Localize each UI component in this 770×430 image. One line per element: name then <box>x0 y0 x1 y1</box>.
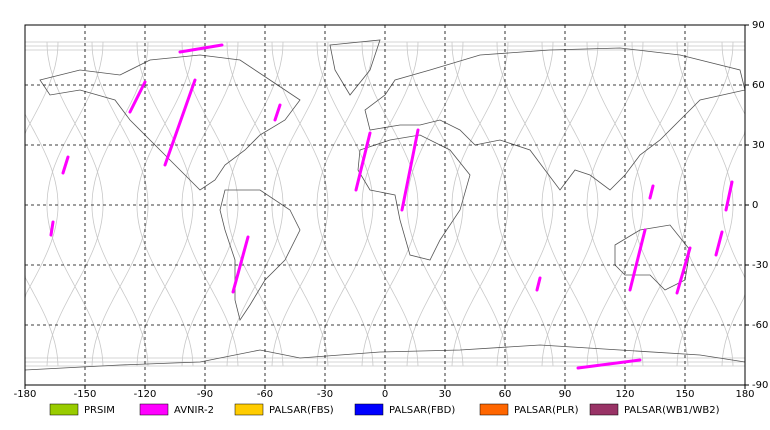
x-tick-label: 90 <box>559 389 572 400</box>
africa <box>357 134 471 261</box>
legend-swatch <box>479 403 509 416</box>
orbit-curve <box>451 41 509 367</box>
x-tick-label: -60 <box>257 389 273 400</box>
plot-frame <box>24 24 746 386</box>
x-tick-label: -180 <box>14 389 37 400</box>
x-tick-label: 30 <box>439 389 452 400</box>
y-tick-label: 60 <box>752 80 765 91</box>
swath <box>128 80 147 114</box>
orbit-curve <box>226 41 284 367</box>
orbit-curve <box>541 41 599 367</box>
x-tick-label: -30 <box>317 389 333 400</box>
legend-label: PALSAR(FBD) <box>389 405 455 416</box>
orbit-curve <box>181 41 239 367</box>
orbit-curve <box>271 41 329 367</box>
orbit-curve <box>361 41 419 367</box>
x-tick-label: -90 <box>197 389 213 400</box>
orbit-curve <box>361 41 419 367</box>
north-america <box>39 54 301 191</box>
x-tick-label: 60 <box>499 389 512 400</box>
legend-swatch <box>589 403 619 416</box>
swath <box>714 230 724 257</box>
orbit-curve <box>631 41 689 367</box>
legend-label: PRSIM <box>84 405 115 416</box>
orbit-curve <box>631 41 689 367</box>
legend: PRSIM AVNIR-2 PALSAR(FBS) PALSAR(FBD) PALSAR… <box>49 403 720 416</box>
swath <box>61 155 70 175</box>
y-tick-label: 30 <box>752 140 765 151</box>
swath <box>400 128 420 212</box>
x-tick-label: 180 <box>735 389 754 400</box>
south-america <box>219 189 301 321</box>
y-tick-label: -30 <box>752 260 768 271</box>
swaths <box>49 43 734 370</box>
orbit-curve <box>136 41 194 367</box>
swath <box>231 235 250 294</box>
legend-label: PALSAR(WB1/WB2) <box>624 405 720 416</box>
orbit-curve <box>586 41 644 367</box>
swath <box>576 358 642 370</box>
y-tick-label: -90 <box>752 380 768 391</box>
coastlines <box>24 39 746 371</box>
orbit-curve <box>46 41 104 367</box>
swath <box>535 276 542 292</box>
orbit-curve <box>586 41 644 367</box>
orbit-curve <box>451 41 509 367</box>
swath <box>273 103 282 122</box>
orbit-curve <box>91 41 149 367</box>
x-tick-label: 0 <box>382 389 388 400</box>
y-tick-label: 90 <box>752 20 765 31</box>
orbit-curve <box>496 41 554 367</box>
orbit-curve <box>406 41 464 367</box>
legend-swatch <box>139 403 169 416</box>
swath <box>178 43 224 54</box>
orbit-curve <box>91 41 149 367</box>
x-tick-label: -150 <box>74 389 97 400</box>
swath <box>163 78 197 167</box>
orbit-curve <box>181 41 239 367</box>
legend-label: PALSAR(PLR) <box>514 405 579 416</box>
x-tick-label: 150 <box>675 389 694 400</box>
orbit-curve <box>406 41 464 367</box>
orbit-curve <box>496 41 554 367</box>
x-tick-label: -120 <box>134 389 157 400</box>
greenland <box>329 39 381 96</box>
eurasia <box>364 47 746 191</box>
orbit-curve <box>271 41 329 367</box>
orbit-curve <box>226 41 284 367</box>
swath <box>724 180 734 212</box>
y-tick-label: -60 <box>752 320 768 331</box>
antarctica <box>24 344 746 371</box>
swath <box>675 246 692 295</box>
orbit-curve <box>541 41 599 367</box>
legend-label: PALSAR(FBS) <box>269 405 334 416</box>
swath <box>628 228 647 292</box>
x-tick-label: 120 <box>615 389 634 400</box>
orbit-curve <box>676 41 734 367</box>
orbit-curve <box>316 41 374 367</box>
legend-label: AVNIR-2 <box>174 405 214 416</box>
swath <box>354 131 372 192</box>
legend-swatch <box>354 403 384 416</box>
orbit-curve <box>46 41 104 367</box>
y-tick-label: 0 <box>752 200 758 211</box>
swath <box>648 184 655 200</box>
orbit-curve <box>316 41 374 367</box>
legend-swatch <box>49 403 79 416</box>
orbit-curve <box>136 41 194 367</box>
legend-swatch <box>234 403 264 416</box>
swath <box>49 220 55 237</box>
australia <box>614 224 691 291</box>
